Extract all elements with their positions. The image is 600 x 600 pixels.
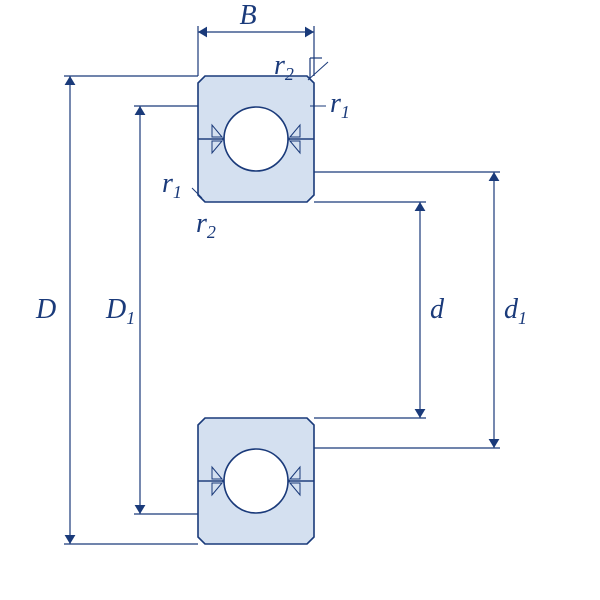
svg-text:d1: d1 bbox=[504, 294, 527, 328]
svg-text:D1: D1 bbox=[105, 294, 135, 328]
svg-text:B: B bbox=[239, 0, 256, 31]
bearing-cross-section-diagram: Br2 r1 r1 r2 D D1 d d1 bbox=[0, 0, 600, 600]
svg-text:d: d bbox=[430, 294, 445, 325]
svg-text:r1: r1 bbox=[330, 88, 350, 122]
svg-text:r2: r2 bbox=[274, 50, 294, 84]
svg-text:r2: r2 bbox=[196, 208, 216, 242]
svg-text:r1: r1 bbox=[162, 168, 182, 202]
svg-text:D: D bbox=[35, 294, 56, 325]
